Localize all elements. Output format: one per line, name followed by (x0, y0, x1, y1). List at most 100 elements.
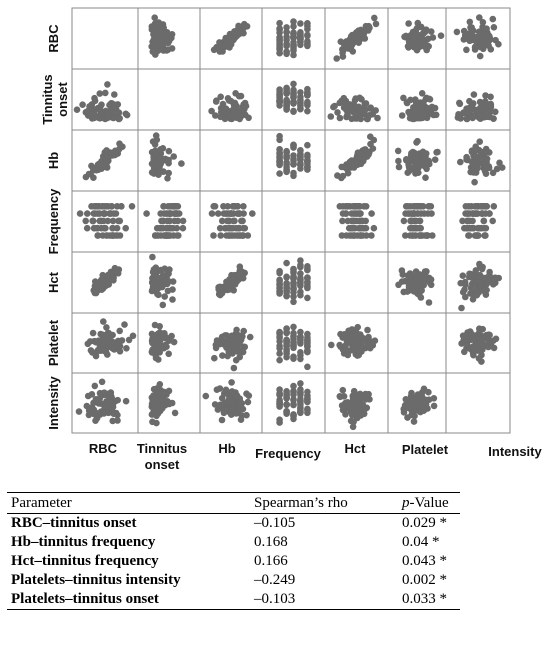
scatter-matrix-cells (71, 7, 511, 434)
scatter-panel-5-2 (211, 326, 254, 372)
scatter-point (425, 95, 433, 103)
scatter-point (353, 158, 361, 166)
header-value-suffix: -Value (409, 495, 449, 511)
scatter-point (157, 224, 165, 232)
scatter-point (290, 273, 297, 280)
scatter-point (490, 115, 497, 122)
scatter-point (361, 405, 369, 413)
column-label: Intensity (488, 444, 542, 459)
row-labels: RBC Tinnitusonset Hb Frequency Hct Platelet In… (40, 24, 70, 430)
scatter-point (290, 141, 297, 149)
scatter-point (431, 104, 439, 112)
column-label: Hb (218, 441, 235, 456)
scatter-point (290, 285, 297, 292)
matrix-cell (199, 251, 263, 314)
scatter-panel-2-6 (457, 138, 506, 186)
scatter-point (356, 149, 363, 157)
scatter-point (304, 294, 311, 302)
scatter-point (469, 104, 476, 111)
scatter-point (156, 337, 164, 344)
scatter-point (339, 172, 347, 180)
scatter-point (344, 399, 351, 406)
scatter-point (357, 347, 364, 355)
scatter-point (96, 217, 103, 225)
scatter-point (471, 273, 478, 280)
scatter-point (304, 274, 311, 282)
scatter-point (108, 203, 115, 210)
scatter-point (84, 392, 92, 400)
scatter-panel-6-0 (75, 378, 130, 425)
scatter-point (358, 392, 365, 400)
scatter-point (160, 168, 167, 175)
scatter-point (102, 156, 110, 164)
scatter-point (218, 416, 226, 424)
scatter-point (467, 284, 475, 292)
scatter-point (297, 36, 304, 43)
scatter-point (169, 278, 177, 285)
scatter-point (283, 394, 290, 402)
scatter-point (476, 138, 484, 145)
scatter-point (161, 293, 168, 300)
scatter-point (416, 217, 424, 225)
matrix-cell (445, 190, 511, 253)
scatter-point (100, 318, 107, 325)
scatter-point (283, 259, 290, 267)
scatter-point (283, 329, 290, 337)
scatter-point (297, 20, 304, 27)
scatter-point (469, 27, 477, 34)
scatter-point (418, 287, 425, 294)
scatter-point (336, 341, 344, 349)
scatter-point (110, 150, 118, 157)
scatter-point (394, 147, 402, 155)
scatter-point (480, 335, 488, 342)
scatter-point (423, 46, 431, 54)
scatter-point (232, 339, 239, 347)
scatter-matrix: RBC Tinnitusonset Hb Frequency Hct Platelet In… (40, 7, 542, 472)
scatter-point (118, 203, 125, 210)
table-row: Platelets–tinnitus intensity –0.249 0.00… (7, 571, 460, 590)
scatter-point (366, 112, 373, 119)
scatter-point (91, 97, 99, 105)
scatter-point (233, 30, 241, 38)
scatter-point (371, 14, 378, 22)
scatter-point (297, 336, 304, 344)
scatter-panel-4-0 (90, 264, 123, 297)
scatter-point (75, 408, 83, 415)
scatter-point (114, 396, 121, 404)
scatter-point (94, 224, 101, 232)
scatter-point (290, 266, 297, 273)
scatter-point (153, 274, 161, 282)
scatter-point (327, 113, 335, 120)
scatter-point (304, 22, 311, 30)
scatter-point (490, 275, 497, 283)
scatter-point (94, 161, 102, 169)
scatter-panel-6-4 (336, 386, 373, 431)
scatter-point (179, 224, 187, 232)
scatter-point (276, 276, 283, 284)
scatter-point (237, 336, 245, 343)
scatter-point (276, 333, 283, 340)
scatter-point (283, 401, 290, 408)
scatter-point (290, 47, 297, 54)
scatter-point (90, 410, 98, 418)
scatter-point (95, 203, 102, 210)
scatter-point (482, 224, 490, 232)
scatter-point (477, 43, 484, 50)
scatter-point (276, 34, 283, 41)
scatter-point (297, 41, 304, 49)
scatter-point (218, 108, 226, 115)
scatter-point (217, 232, 224, 239)
scatter-point (84, 210, 91, 217)
scatter-point (456, 99, 463, 107)
scatter-point (417, 203, 425, 210)
scatter-point (406, 232, 414, 239)
scatter-point (210, 232, 217, 239)
scatter-point (411, 280, 419, 287)
scatter-point (372, 20, 380, 28)
scatter-point (412, 286, 419, 293)
scatter-point (283, 104, 290, 112)
scatter-point (121, 321, 128, 328)
scatter-panel-1-4 (327, 94, 381, 123)
scatter-point (304, 107, 311, 115)
scatter-point (485, 163, 493, 170)
